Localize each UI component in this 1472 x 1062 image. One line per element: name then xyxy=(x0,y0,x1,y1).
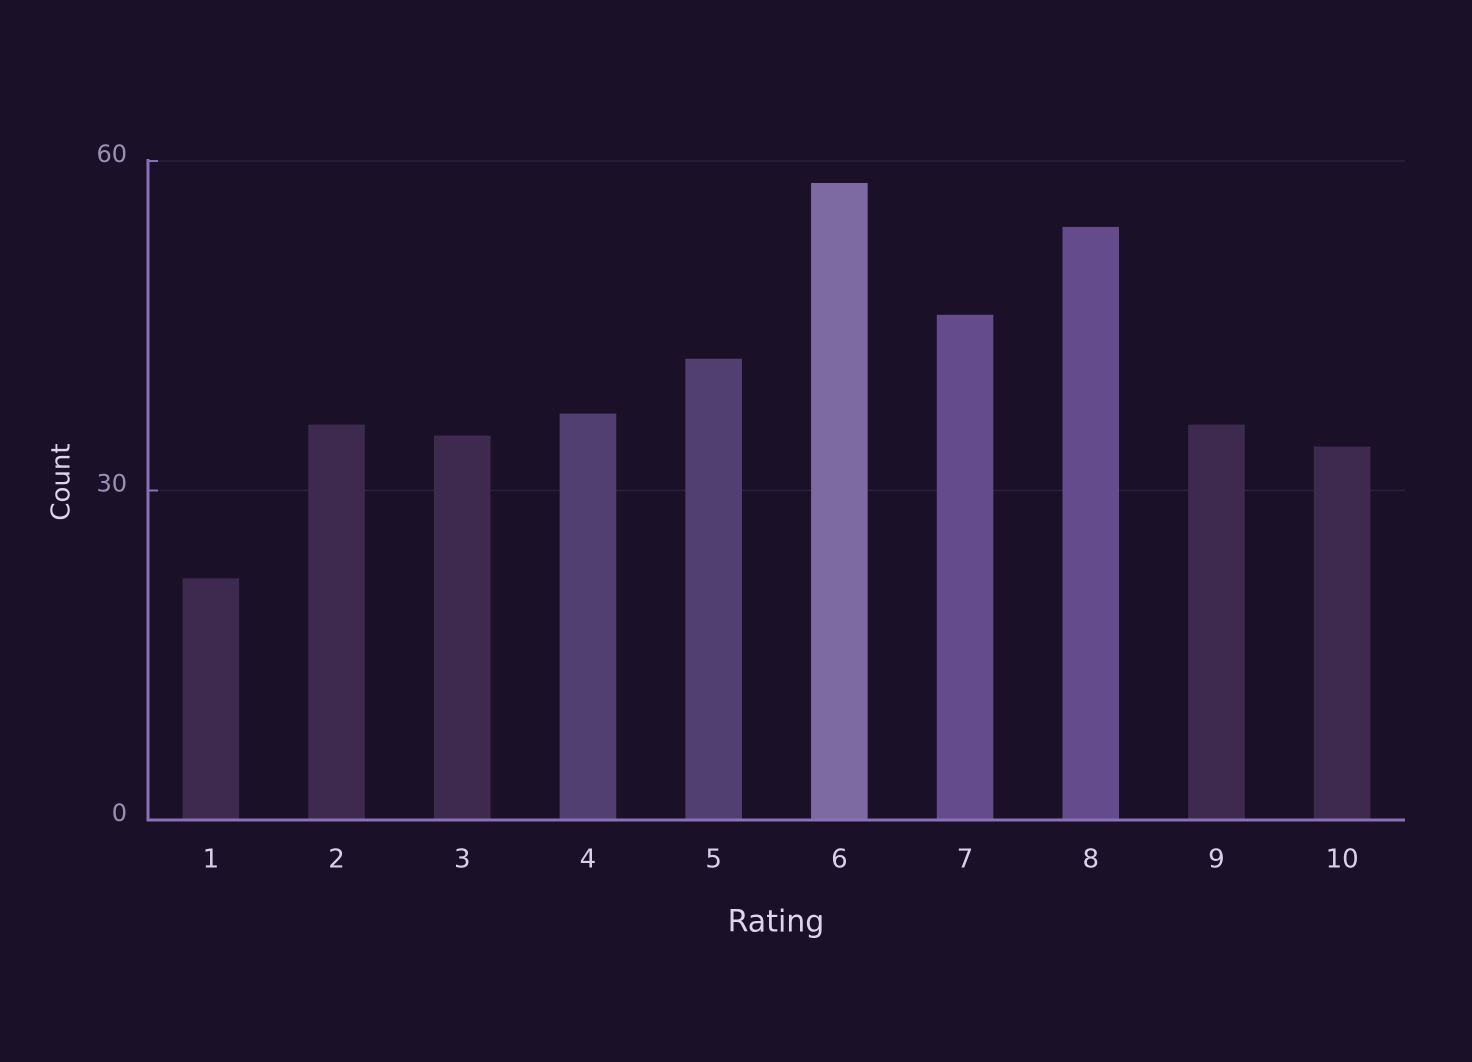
bar xyxy=(559,413,617,820)
x-tick-label: 5 xyxy=(705,845,722,875)
y-tick-label: 0 xyxy=(112,799,127,827)
bar xyxy=(433,435,491,820)
x-tick-label: 7 xyxy=(957,845,974,875)
x-tick-label: 1 xyxy=(203,845,220,875)
y-tick-label: 30 xyxy=(96,470,127,498)
x-axis-title: Rating xyxy=(728,905,825,940)
bar xyxy=(1062,226,1120,820)
bar xyxy=(1313,446,1371,820)
y-axis-title: Count xyxy=(47,443,77,520)
x-tick-label: 3 xyxy=(454,845,471,875)
x-tick-label: 10 xyxy=(1326,845,1359,875)
bar xyxy=(1188,424,1245,820)
bar xyxy=(685,358,742,820)
bar xyxy=(308,424,365,820)
bar xyxy=(811,182,868,820)
x-tick-label: 2 xyxy=(328,845,345,875)
x-tick-label: 8 xyxy=(1082,845,1099,875)
x-tick-label: 9 xyxy=(1208,845,1225,875)
bar xyxy=(182,578,240,820)
x-tick-label: 4 xyxy=(580,845,597,875)
x-tick-label: 6 xyxy=(831,845,848,875)
y-tick-label: 60 xyxy=(96,140,127,168)
bar xyxy=(936,314,994,820)
